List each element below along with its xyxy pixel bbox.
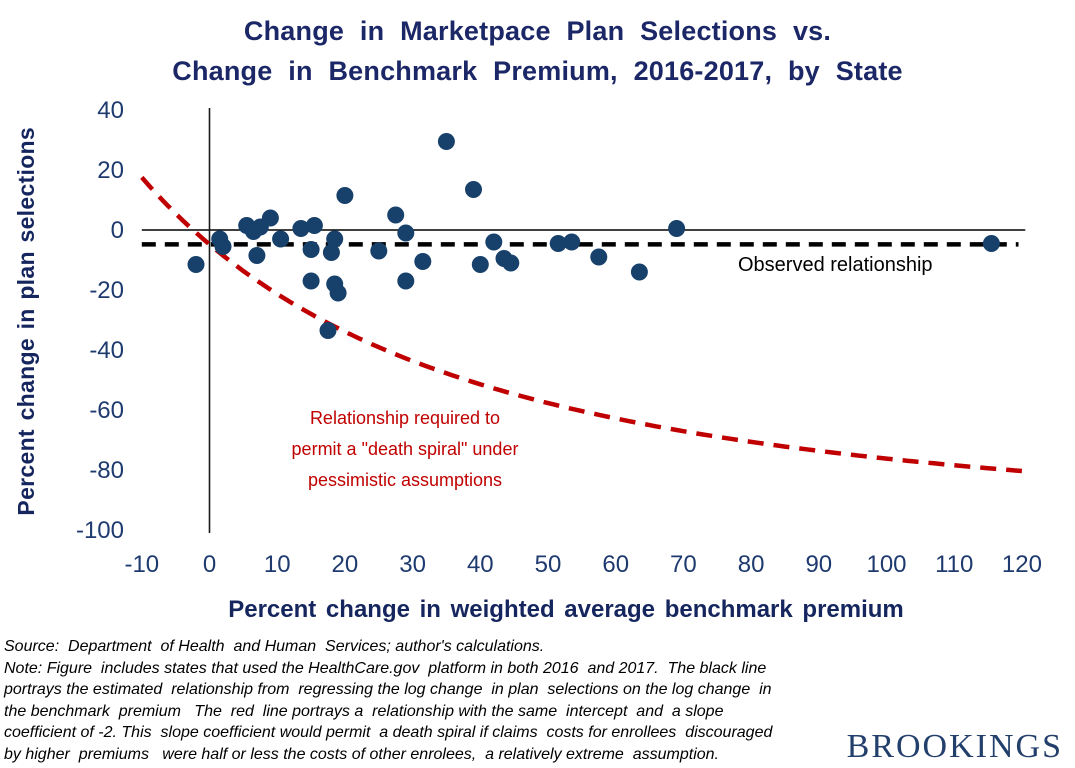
data-point xyxy=(248,247,266,264)
y-tick-label: 20 xyxy=(97,157,124,184)
data-point xyxy=(305,217,323,234)
x-axis-title: Percent change in weighted average bench… xyxy=(228,596,904,623)
x-axis-ticks: -10 0 10 20 30 40 50 60 70 80 90 100 110 120 xyxy=(124,551,1041,578)
data-point xyxy=(187,256,205,273)
data-point xyxy=(292,220,310,237)
data-point xyxy=(387,206,405,224)
data-point xyxy=(261,209,279,227)
data-point xyxy=(465,181,482,198)
death-spiral-label-line-3: pessimistic assumptions xyxy=(307,470,503,490)
data-point xyxy=(982,235,1000,252)
y-tick-label: -60 xyxy=(89,397,124,424)
x-tick-label: 120 xyxy=(1002,551,1042,578)
x-tick-label: 50 xyxy=(535,551,562,578)
data-point xyxy=(214,238,232,255)
data-point xyxy=(272,230,290,248)
y-axis-ticks: 40 20 0 -20 -40 -60 -80 -100 xyxy=(76,97,124,544)
note-line: coefficient of -2. This slope coefficien… xyxy=(4,724,773,741)
data-point xyxy=(630,263,648,281)
scatter-points xyxy=(187,133,1000,339)
x-tick-label: 0 xyxy=(203,551,216,578)
source-notes: Source: Department of Health and Human S… xyxy=(4,636,772,765)
x-tick-label: 70 xyxy=(670,551,697,578)
x-tick-label: 60 xyxy=(602,551,629,578)
data-point xyxy=(485,233,503,251)
note-line: portrays the estimated relationship from… xyxy=(4,681,772,698)
chart-title-line-2: Change in Benchmark Premium, 2016-2017, … xyxy=(172,56,903,86)
data-point xyxy=(397,224,415,242)
data-point xyxy=(414,253,432,270)
brookings-logo: BROOKINGS xyxy=(846,728,1063,765)
data-point xyxy=(370,242,388,260)
data-point xyxy=(471,256,489,273)
y-tick-label: 40 xyxy=(97,97,124,124)
observed-relationship-label: Observed relationship xyxy=(738,254,933,276)
y-tick-label: -80 xyxy=(89,457,124,484)
note-line: the benchmark premium The red line portr… xyxy=(4,702,724,720)
data-point xyxy=(302,241,320,258)
x-tick-label: 80 xyxy=(738,551,765,578)
y-axis-title: Percent change in plan selections xyxy=(8,95,44,547)
x-tick-label: 110 xyxy=(935,551,973,578)
data-point xyxy=(322,244,340,261)
note-line: Source: Department of Health and Human S… xyxy=(4,638,545,655)
x-tick-label: 30 xyxy=(399,551,426,578)
death-spiral-curve xyxy=(140,175,1023,474)
y-tick-label: -100 xyxy=(76,517,124,544)
chart-title: Change in Marketpace Plan Selections vs.… xyxy=(0,11,1075,91)
data-point xyxy=(590,248,608,266)
x-tick-label: 10 xyxy=(264,551,291,578)
x-tick-label: 20 xyxy=(332,551,359,578)
x-tick-label: 40 xyxy=(467,551,494,578)
y-tick-label: -20 xyxy=(89,277,124,304)
data-point xyxy=(336,187,354,204)
y-tick-label: -40 xyxy=(89,337,124,364)
death-spiral-label-line-2: permit a "death spiral" under xyxy=(291,439,519,459)
data-point xyxy=(319,322,337,339)
data-point xyxy=(549,235,567,252)
y-tick-label: 0 xyxy=(111,217,124,244)
data-point xyxy=(326,230,344,248)
death-spiral-label: Relationship required to permit a "death… xyxy=(252,403,558,496)
note-line: Note: Figure includes states that used t… xyxy=(4,659,767,677)
x-tick-label: 100 xyxy=(866,551,906,578)
data-point xyxy=(302,272,320,290)
data-point xyxy=(668,220,686,237)
x-tick-label: -10 xyxy=(124,551,159,578)
data-point xyxy=(502,254,520,272)
chart-title-line-1: Change in Marketpace Plan Selections vs. xyxy=(243,16,832,46)
data-point xyxy=(397,272,415,290)
data-point xyxy=(329,284,347,302)
data-point xyxy=(563,233,581,251)
x-tick-label: 90 xyxy=(805,551,832,578)
y-axis-title-text: Percent change in plan selections xyxy=(12,126,39,516)
data-point xyxy=(437,133,455,150)
death-spiral-label-line-1: Relationship required to xyxy=(309,408,501,428)
note-line: by higher premiums were half or less the… xyxy=(4,745,719,763)
